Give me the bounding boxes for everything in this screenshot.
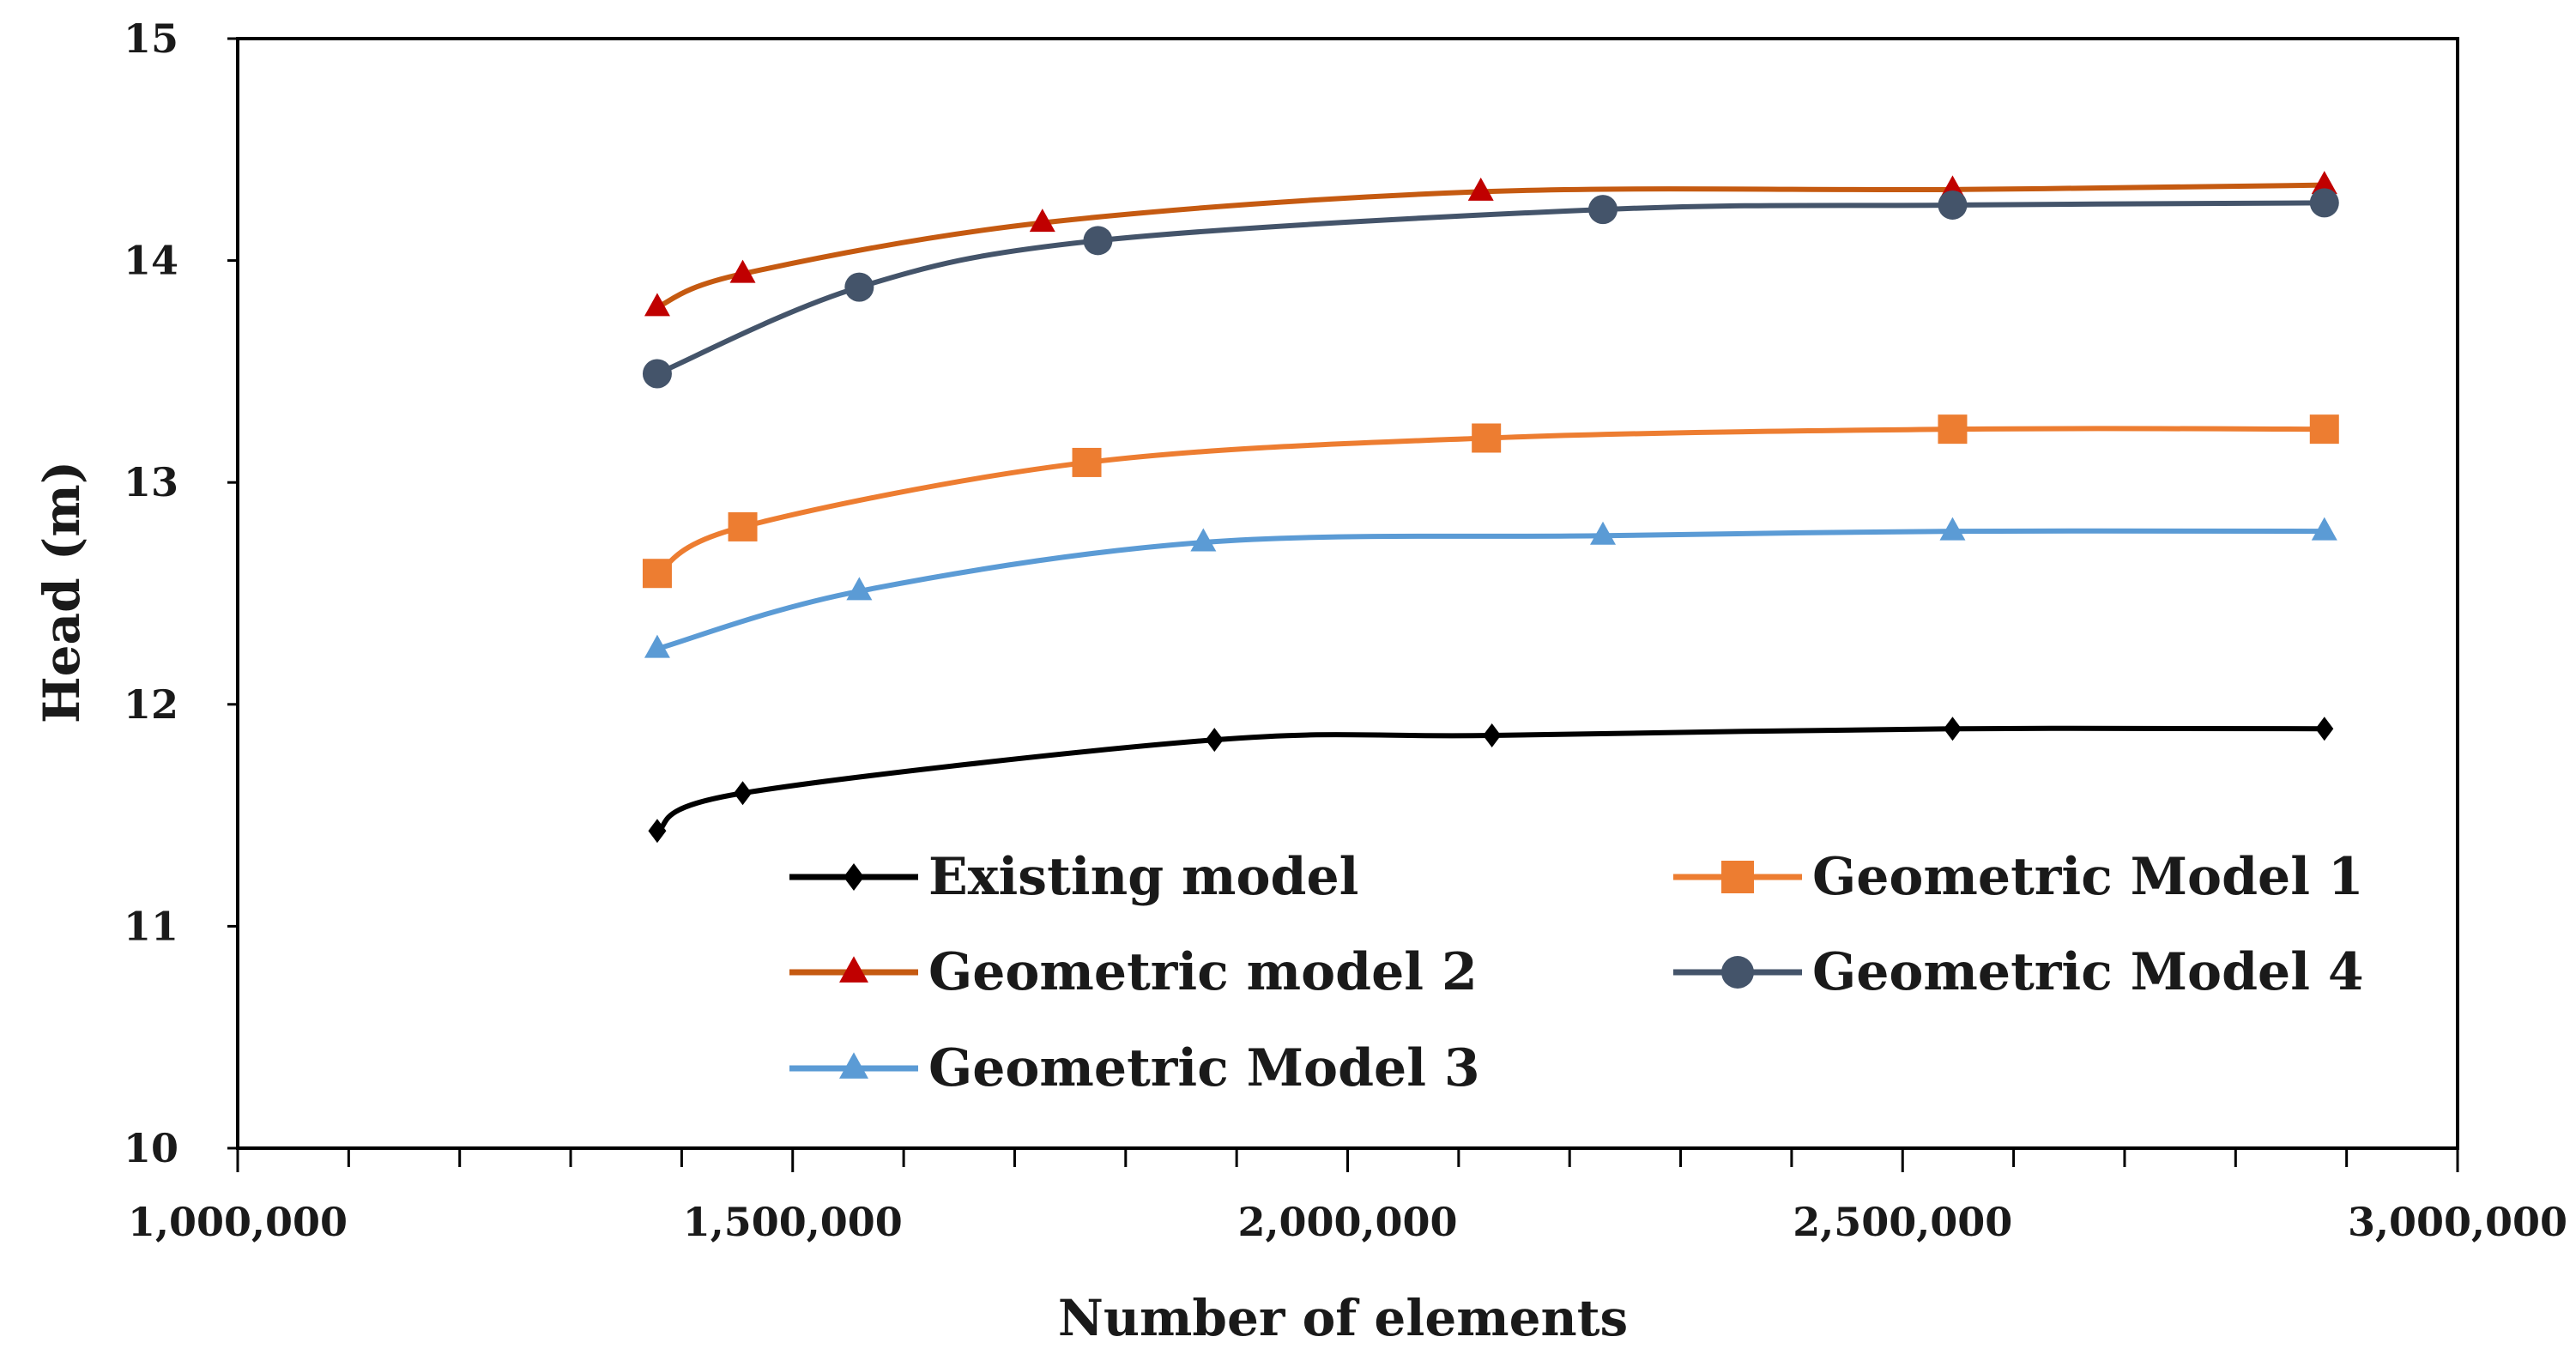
x-tick-label: 3,000,000 <box>2348 1199 2567 1245</box>
data-point <box>2311 171 2337 195</box>
data-point <box>1943 717 1962 741</box>
legend-marker <box>1721 956 1754 989</box>
y-tick-label: 13 <box>124 459 178 505</box>
data-point <box>648 819 667 844</box>
data-point <box>1472 423 1502 453</box>
series-4 <box>644 517 2337 658</box>
legend: Existing model Geometric Model 1 Geometric… <box>789 847 2364 1098</box>
legend-label: Geometric Model 3 <box>928 1038 1480 1098</box>
data-point <box>1938 414 1968 445</box>
data-point <box>644 634 670 658</box>
data-point <box>1190 528 1217 552</box>
series-1 <box>642 414 2339 589</box>
y-tick-label: 11 <box>124 903 178 949</box>
series-line <box>656 426 2325 576</box>
series-line <box>656 725 2325 833</box>
data-point <box>844 272 874 302</box>
series-3 <box>642 188 2339 389</box>
x-tick-label: 2,500,000 <box>1793 1199 2012 1245</box>
legend-label: Geometric Model 4 <box>1812 942 2364 1002</box>
data-point <box>1939 517 1966 541</box>
data-point <box>1483 723 1502 748</box>
x-axis: 1,000,000 1,500,000 2,000,000 2,500,000 3,00… <box>128 1148 2567 1245</box>
legend-marker <box>839 956 868 983</box>
series-0 <box>648 717 2334 844</box>
data-point <box>728 511 758 541</box>
data-point <box>642 559 672 589</box>
data-point <box>729 259 756 283</box>
data-point <box>2309 188 2339 218</box>
x-tick-label: 1,500,000 <box>683 1199 903 1245</box>
data-point <box>1083 226 1113 256</box>
data-point <box>2309 414 2339 445</box>
y-tick-label: 12 <box>124 681 178 728</box>
legend-item: Geometric model 2 <box>789 942 1478 1002</box>
y-axis: 10 11 12 13 14 15 <box>124 15 238 1171</box>
series-line <box>656 528 2325 652</box>
data-point <box>1590 521 1617 545</box>
data-point <box>1205 728 1224 753</box>
data-point <box>846 577 873 601</box>
data-point <box>644 293 670 317</box>
data-point <box>642 359 672 389</box>
series-line <box>656 182 2325 310</box>
legend-label: Geometric Model 1 <box>1812 847 2364 907</box>
data-point <box>2315 717 2334 741</box>
legend-item: Geometric Model 4 <box>1673 942 2364 1002</box>
y-tick-label: 15 <box>124 15 178 62</box>
data-point <box>2311 517 2337 541</box>
series-line <box>656 200 2325 377</box>
legend-marker <box>839 1052 868 1079</box>
x-axis-title: Number of elements <box>1058 1289 1628 1347</box>
x-tick-label: 1,000,000 <box>128 1199 348 1245</box>
data-point <box>734 781 753 806</box>
legend-marker <box>844 863 864 891</box>
legend-item: Geometric Model 3 <box>789 1038 1480 1098</box>
y-tick-label: 10 <box>124 1125 178 1171</box>
data-point <box>1588 195 1618 225</box>
data-point <box>1467 177 1494 201</box>
data-point <box>1029 209 1055 233</box>
legend-label: Geometric model 2 <box>928 942 1478 1002</box>
data-point <box>1072 447 1102 477</box>
legend-item: Geometric Model 1 <box>1673 847 2364 907</box>
y-tick-label: 14 <box>124 238 178 284</box>
legend-marker <box>1721 861 1754 893</box>
x-tick-label: 2,000,000 <box>1237 1199 1457 1245</box>
legend-label: Existing model <box>928 847 1358 907</box>
y-axis-title: Head (m) <box>33 461 91 723</box>
series-layer <box>642 171 2339 844</box>
series-2 <box>644 171 2337 317</box>
data-point <box>1938 190 1968 220</box>
legend-item: Existing model <box>789 847 1358 907</box>
